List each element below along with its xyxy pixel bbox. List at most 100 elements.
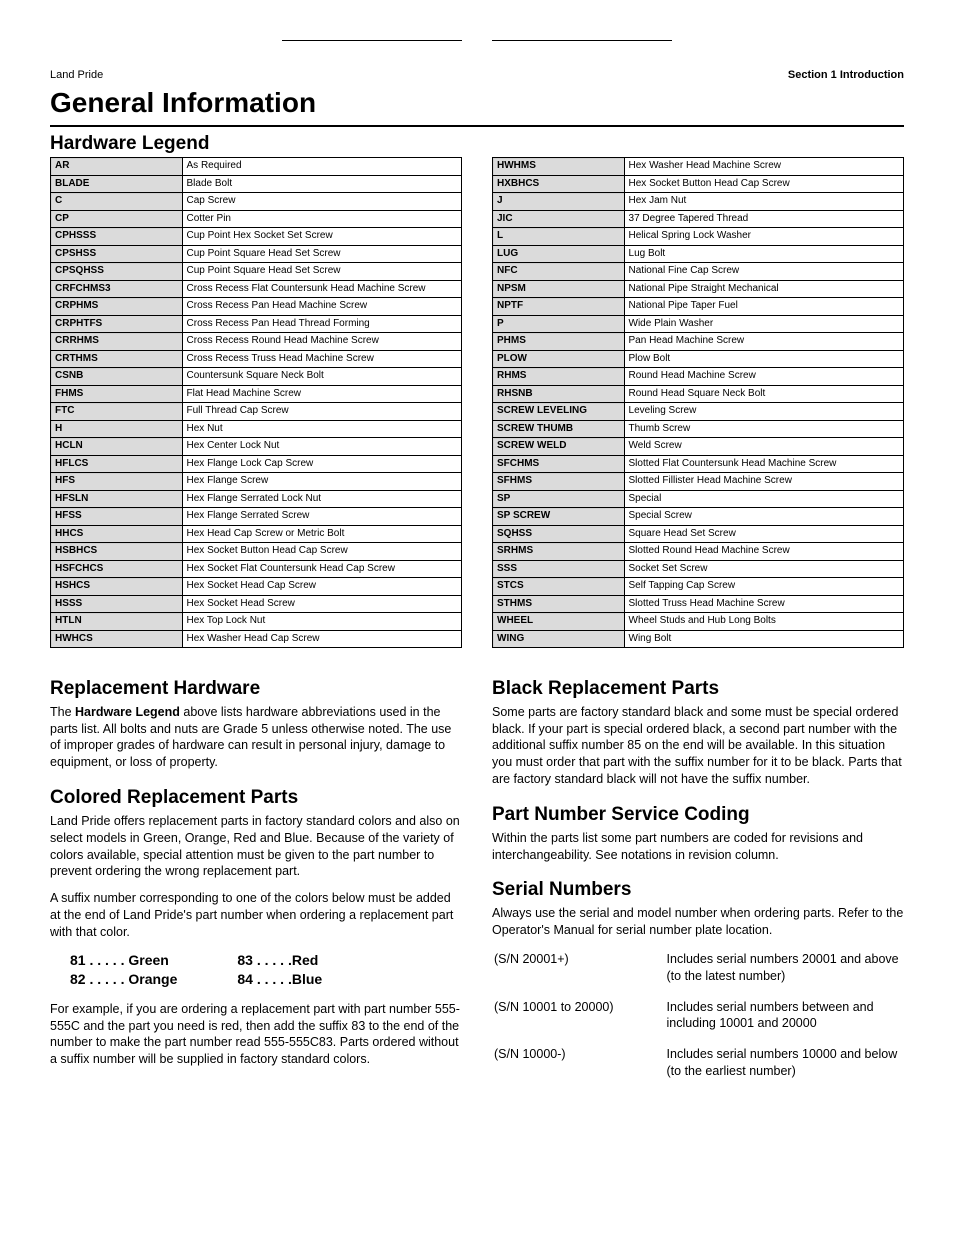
legend-desc: Hex Socket Button Head Cap Screw [182,543,461,561]
legend-desc: Blade Bolt [182,175,461,193]
legend-abbr: RHSNB [493,385,625,403]
legend-abbr: NPSM [493,280,625,298]
legend-row: P Wide Plain Washer [493,315,904,333]
legend-row: H Hex Nut [51,420,462,438]
legend-abbr: HFSLN [51,490,183,508]
legend-desc: Full Thread Cap Screw [182,403,461,421]
legend-desc: Square Head Set Screw [624,525,903,543]
legend-abbr: HSBHCS [51,543,183,561]
legend-abbr: HSHCS [51,578,183,596]
legend-row: WING Wing Bolt [493,630,904,648]
legend-abbr: LUG [493,245,625,263]
legend-desc: Cup Point Square Head Set Screw [182,245,461,263]
legend-desc: Round Head Square Neck Bolt [624,385,903,403]
serial-table: (S/N 20001+) Includes serial numbers 200… [492,949,904,1094]
legend-desc: Plow Bolt [624,350,903,368]
legend-abbr: HFLCS [51,455,183,473]
legend-row: SCREW LEVELING Leveling Screw [493,403,904,421]
top-tab-rules [50,40,904,41]
suffix-83: 83 . . . . .Red [237,951,322,970]
legend-row: RHMS Round Head Machine Screw [493,368,904,386]
legend-row: CPSHSS Cup Point Square Head Set Screw [51,245,462,263]
legend-row: CPHSSS Cup Point Hex Socket Set Screw [51,228,462,246]
legend-row: CRRHMS Cross Recess Round Head Machine S… [51,333,462,351]
legend-desc: Wheel Studs and Hub Long Bolts [624,613,903,631]
legend-desc: Special [624,490,903,508]
legend-row: NFC National Fine Cap Screw [493,263,904,281]
legend-desc: Hex Flange Serrated Lock Nut [182,490,461,508]
legend-desc: National Pipe Straight Mechanical [624,280,903,298]
serial-desc: Includes serial numbers between and incl… [667,999,902,1045]
legend-row: CP Cotter Pin [51,210,462,228]
legend-desc: Cross Recess Truss Head Machine Screw [182,350,461,368]
legend-desc: Slotted Fillister Head Machine Screw [624,473,903,491]
legend-row: NPSM National Pipe Straight Mechanical [493,280,904,298]
legend-abbr: SFHMS [493,473,625,491]
legend-desc: Hex Washer Head Machine Screw [624,158,903,176]
legend-abbr: CSNB [51,368,183,386]
legend-abbr: BLADE [51,175,183,193]
legend-abbr: WHEEL [493,613,625,631]
colored-heading: Colored Replacement Parts [50,785,462,811]
serial-heading: Serial Numbers [492,877,904,903]
legend-desc: Slotted Truss Head Machine Screw [624,595,903,613]
legend-abbr: JIC [493,210,625,228]
legend-desc: Socket Set Screw [624,560,903,578]
legend-abbr: SP [493,490,625,508]
title-rule [50,125,904,127]
legend-desc: National Fine Cap Screw [624,263,903,281]
legend-abbr: CRTHMS [51,350,183,368]
legend-row: HFSLN Hex Flange Serrated Lock Nut [51,490,462,508]
legend-row: SFCHMS Slotted Flat Countersunk Head Mac… [493,455,904,473]
legend-desc: Hex Washer Head Cap Screw [182,630,461,648]
color-suffix-block: 81 . . . . . Green 82 . . . . . Orange 8… [70,951,462,989]
legend-table-right: HWHMS Hex Washer Head Machine Screw HXBH… [492,157,904,648]
legend-abbr: SQHSS [493,525,625,543]
legend-row: FTC Full Thread Cap Screw [51,403,462,421]
legend-abbr: SRHMS [493,543,625,561]
legend-row: HFS Hex Flange Screw [51,473,462,491]
legend-abbr: SSS [493,560,625,578]
suffix-81: 81 . . . . . Green [70,951,177,970]
colored-p2: A suffix number corresponding to one of … [50,890,462,941]
legend-row: JIC 37 Degree Tapered Thread [493,210,904,228]
legend-desc: Hex Jam Nut [624,193,903,211]
legend-row: L Helical Spring Lock Washer [493,228,904,246]
legend-desc: Flat Head Machine Screw [182,385,461,403]
legend-abbr: NPTF [493,298,625,316]
legend-abbr: FHMS [51,385,183,403]
replacement-heading: Replacement Hardware [50,676,462,702]
legend-row: HWHMS Hex Washer Head Machine Screw [493,158,904,176]
header-right: Section 1 Introduction [788,69,904,81]
body-columns: Replacement Hardware The Hardware Legend… [50,662,904,1094]
legend-row: J Hex Jam Nut [493,193,904,211]
serial-row: (S/N 10001 to 20000) Includes serial num… [494,999,902,1045]
legend-row: RHSNB Round Head Square Neck Bolt [493,385,904,403]
legend-abbr: NFC [493,263,625,281]
legend-abbr: CRFCHMS3 [51,280,183,298]
legend-row: STHMS Slotted Truss Head Machine Screw [493,595,904,613]
legend-row: BLADE Blade Bolt [51,175,462,193]
legend-desc: Wide Plain Washer [624,315,903,333]
legend-abbr: FTC [51,403,183,421]
legend-abbr: HXBHCS [493,175,625,193]
legend-abbr: CRPHMS [51,298,183,316]
legend-desc: Pan Head Machine Screw [624,333,903,351]
legend-abbr: STCS [493,578,625,596]
legend-row: HSSS Hex Socket Head Screw [51,595,462,613]
legend-abbr: H [51,420,183,438]
legend-abbr: HHCS [51,525,183,543]
legend-desc: Hex Head Cap Screw or Metric Bolt [182,525,461,543]
legend-abbr: RHMS [493,368,625,386]
page-title: General Information [50,87,904,119]
legend-row: NPTF National Pipe Taper Fuel [493,298,904,316]
legend-desc: Hex Flange Screw [182,473,461,491]
serial-code: (S/N 10000-) [494,1046,665,1092]
legend-row: SRHMS Slotted Round Head Machine Screw [493,543,904,561]
legend-desc: Hex Nut [182,420,461,438]
legend-desc: 37 Degree Tapered Thread [624,210,903,228]
black-body: Some parts are factory standard black an… [492,704,904,788]
legend-abbr: HCLN [51,438,183,456]
legend-desc: Helical Spring Lock Washer [624,228,903,246]
legend-desc: National Pipe Taper Fuel [624,298,903,316]
